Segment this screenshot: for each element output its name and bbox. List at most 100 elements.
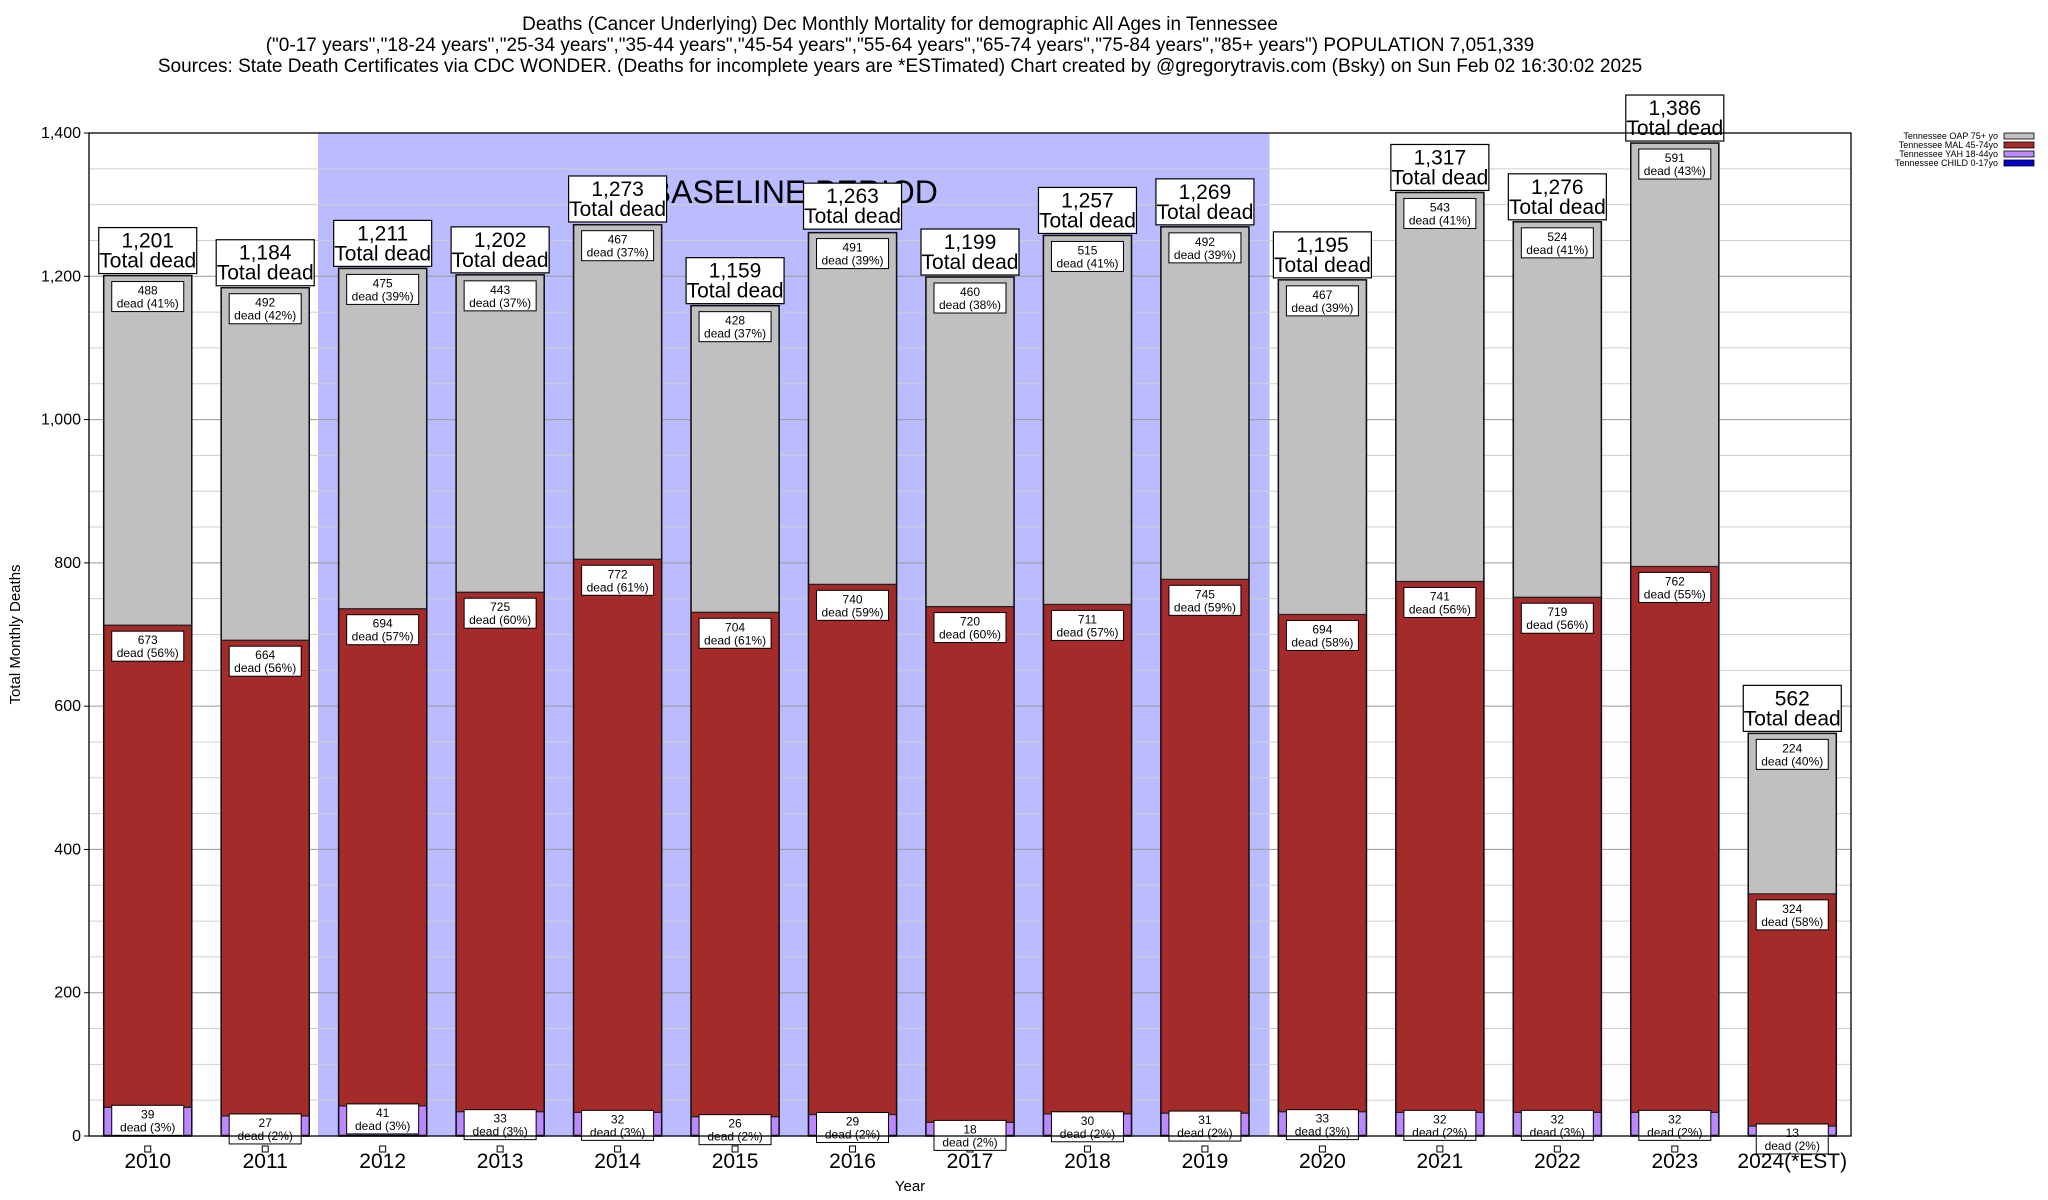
- total-suffix-label: Total dead: [99, 250, 196, 273]
- segment-value-label: 467: [1312, 288, 1332, 302]
- bar-segment: [807, 583, 898, 1116]
- segment-value-label: 33: [493, 1112, 507, 1126]
- segment-value-label: 30: [1081, 1114, 1095, 1128]
- child-marker: [849, 1145, 857, 1153]
- segment-label-box: [1050, 609, 1124, 641]
- y-tick-label: 800: [54, 555, 81, 572]
- total-suffix-label: Total dead: [804, 205, 901, 228]
- y-tick-label: 400: [54, 841, 81, 858]
- bar-segment: [1042, 234, 1133, 606]
- total-value-label: 1,317: [1414, 146, 1467, 169]
- segment-value-label: 719: [1547, 605, 1567, 619]
- bar-segment: [1042, 603, 1133, 1115]
- x-axis-label: Year: [895, 1178, 925, 1195]
- total-label-box: [1742, 684, 1842, 732]
- segment-percent-label: dead (2%): [1647, 1125, 1702, 1139]
- segment-label-box: [581, 564, 655, 596]
- bar-segment: [1395, 580, 1485, 1113]
- segment-label-box: [1403, 586, 1477, 618]
- segment-percent-label: dead (39%): [822, 254, 884, 268]
- segment-percent-label: dead (43%): [1644, 164, 1706, 178]
- segment-percent-label: dead (59%): [1174, 600, 1236, 614]
- total-suffix-label: Total dead: [1744, 707, 1841, 730]
- total-suffix-label: Total dead: [1156, 201, 1253, 224]
- total-suffix-label: Total dead: [1626, 117, 1723, 140]
- segment-label-box: [346, 273, 420, 305]
- segment-value-label: 41: [376, 1106, 390, 1120]
- segment-label-box: [111, 1104, 185, 1136]
- segment-value-label: 460: [960, 285, 980, 299]
- segment-percent-label: dead (2%): [707, 1130, 762, 1144]
- bar-segment: [103, 624, 193, 1108]
- y-tick-label: 1,000: [41, 412, 81, 429]
- segment-value-label: 772: [608, 567, 628, 581]
- segment-percent-label: dead (2%): [1060, 1127, 1115, 1141]
- segment-label-box: [1755, 1123, 1829, 1155]
- segment-percent-label: dead (41%): [1056, 256, 1118, 270]
- total-suffix-label: Total dead: [1391, 166, 1488, 189]
- child-marker: [1671, 1145, 1679, 1153]
- segment-label-box: [1403, 197, 1477, 229]
- segment-value-label: 704: [725, 620, 745, 634]
- segment-value-label: 720: [960, 615, 980, 629]
- segment-percent-label: dead (37%): [587, 246, 649, 260]
- segment-label-box: [816, 1112, 890, 1144]
- segment-percent-label: dead (39%): [352, 289, 414, 303]
- bar-segment: [1630, 142, 1720, 568]
- segment-percent-label: dead (61%): [704, 633, 766, 647]
- bar-segment: [455, 591, 545, 1113]
- bar-segment: [103, 274, 193, 626]
- x-tick-label: 2024(*EST): [1737, 1150, 1847, 1173]
- segment-percent-label: dead (3%): [1530, 1125, 1585, 1139]
- total-value-label: 1,273: [591, 178, 644, 201]
- total-label-box: [802, 182, 903, 230]
- segment-label-box: [1638, 148, 1712, 180]
- segment-value-label: 324: [1782, 902, 1802, 916]
- segment-percent-label: dead (61%): [587, 580, 649, 594]
- segment-label-box: [228, 293, 302, 325]
- total-suffix-label: Total dead: [1039, 209, 1136, 232]
- child-marker: [731, 1145, 739, 1153]
- total-value-label: 1,211: [357, 222, 408, 245]
- bar-segment: [1277, 613, 1368, 1113]
- segment-percent-label: dead (3%): [590, 1125, 645, 1139]
- segment-value-label: 740: [843, 592, 863, 606]
- x-tick-label: 2019: [1182, 1150, 1229, 1173]
- total-suffix-label: Total dead: [1509, 196, 1606, 219]
- legend-label: Tennessee CHILD 0-17yo: [1895, 158, 1998, 168]
- segment-value-label: 32: [1668, 1112, 1682, 1126]
- segment-value-label: 492: [255, 296, 275, 310]
- total-label-box: [98, 226, 198, 275]
- segment-percent-label: dead (3%): [120, 1120, 175, 1134]
- segment-value-label: 32: [1551, 1112, 1565, 1126]
- segment-value-label: 664: [255, 648, 275, 662]
- total-label-box: [333, 219, 433, 268]
- total-value-label: 1,202: [474, 229, 527, 252]
- bar-segment: [1512, 221, 1602, 598]
- total-value-label: 1,184: [239, 242, 292, 265]
- segment-percent-label: dead (56%): [1409, 602, 1471, 616]
- total-suffix-label: Total dead: [452, 249, 549, 272]
- segment-value-label: 32: [611, 1112, 625, 1126]
- segment-label-box: [1755, 738, 1829, 770]
- x-tick-label: 2018: [1064, 1150, 1111, 1173]
- segment-value-label: 762: [1665, 574, 1685, 588]
- segment-value-label: 745: [1195, 587, 1215, 601]
- segment-percent-label: dead (39%): [1291, 301, 1353, 315]
- bar-segment: [572, 224, 663, 560]
- segment-value-label: 467: [608, 233, 628, 247]
- segment-value-label: 224: [1782, 741, 1802, 755]
- segment-value-label: 39: [141, 1107, 155, 1121]
- y-tick-label: 0: [72, 1128, 81, 1145]
- segment-value-label: 475: [373, 276, 393, 290]
- segment-percent-label: dead (2%): [1177, 1126, 1232, 1140]
- total-label-box: [450, 226, 550, 274]
- child-marker: [379, 1145, 387, 1153]
- segment-label-box: [1285, 285, 1359, 317]
- segment-value-label: 524: [1547, 230, 1567, 244]
- segment-label-box: [816, 589, 890, 621]
- segment-label-box: [111, 630, 185, 662]
- segment-value-label: 741: [1430, 589, 1450, 603]
- segment-label-box: [346, 614, 420, 646]
- segment-label-box: [698, 617, 772, 649]
